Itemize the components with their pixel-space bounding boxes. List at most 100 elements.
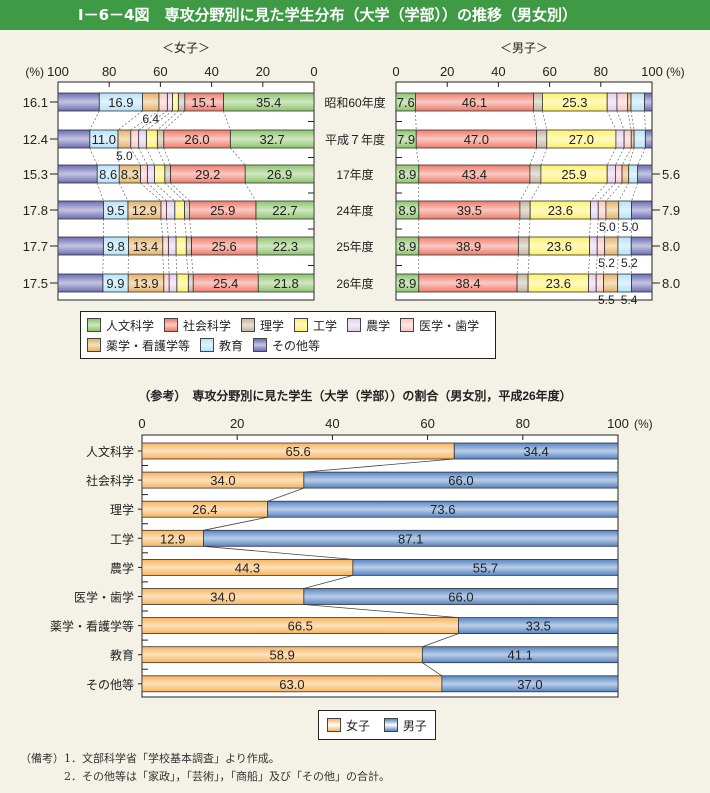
male-value-label: 66.0 xyxy=(448,590,473,605)
connector-line xyxy=(118,182,129,202)
legend-label: 農学 xyxy=(366,318,391,333)
connector-line xyxy=(605,182,623,202)
connector-line xyxy=(595,254,598,275)
female-value-label: 58.9 xyxy=(270,648,295,663)
segment-value-label-below: 6.4 xyxy=(142,112,159,126)
legend-label: 女子 xyxy=(346,718,371,733)
tick-label: 40 xyxy=(491,64,505,79)
segment-value-label-below: 5.0 xyxy=(116,149,133,163)
segment-value-label: 13.9 xyxy=(133,276,158,291)
connector-line xyxy=(631,182,638,202)
other-value-label: 5.6 xyxy=(662,167,680,182)
unit-label: (%) xyxy=(666,65,685,79)
female-segment-工学 xyxy=(154,164,166,184)
female-segment-その他等 xyxy=(57,164,98,184)
year-label: 24年度 xyxy=(336,203,373,218)
segment-value-label: 46.1 xyxy=(462,95,487,110)
note-item: 1．文部科学省「学校基本調査」より作成。 xyxy=(64,752,280,765)
category-label: 社会科学 xyxy=(86,473,134,488)
male-segment-その他等 xyxy=(644,92,653,112)
connector-line xyxy=(89,147,98,166)
connector-line xyxy=(146,147,155,166)
segment-value-label: 9.9 xyxy=(106,276,124,291)
female-segment-理学 xyxy=(177,92,186,112)
segment-value-label: 22.3 xyxy=(273,239,298,254)
year-label: 平成７年度 xyxy=(325,132,385,147)
segment-value-label: 23.6 xyxy=(547,239,572,254)
connector-line xyxy=(184,218,187,238)
connector-line xyxy=(644,110,646,131)
segment-value-label: 7.6 xyxy=(397,95,415,110)
legend-label: 工学 xyxy=(313,318,338,333)
connector-line xyxy=(628,147,635,166)
male-segment-薬学・看護学等 xyxy=(605,200,620,220)
male-segment-その他等 xyxy=(630,236,653,256)
connector-line xyxy=(174,218,177,238)
male-bar xyxy=(421,646,619,664)
male-segment-農学 xyxy=(615,129,625,149)
tick-label: 80 xyxy=(594,64,608,79)
female-segment-農学 xyxy=(138,129,147,149)
connector-line xyxy=(160,218,164,238)
female-value-label: 66.5 xyxy=(288,619,313,634)
female-segment-医学・歯学 xyxy=(162,236,169,256)
segment-value-label: 26.0 xyxy=(184,132,209,147)
legend-swatch xyxy=(241,318,256,332)
segment-value-label-below: 5.0 xyxy=(599,220,616,234)
connector-line xyxy=(256,254,259,275)
tick-label: 0 xyxy=(310,64,317,79)
connector-line xyxy=(102,254,104,275)
connector-line xyxy=(154,182,175,202)
legend-label: 社会科学 xyxy=(183,318,232,333)
other-value-label: 7.9 xyxy=(662,203,680,218)
segment-value-label: 23.6 xyxy=(548,203,573,218)
male-segment-医学・歯学 xyxy=(595,273,605,293)
female-segment-農学 xyxy=(166,92,173,112)
legend-swatch xyxy=(164,318,179,332)
connector-line xyxy=(637,147,646,166)
male-chart-title: ＜男子＞ xyxy=(500,41,548,55)
legend-swatch xyxy=(200,338,215,352)
connector-line xyxy=(422,662,443,677)
other-value-label: 12.4 xyxy=(23,132,48,147)
category-label: その他等 xyxy=(86,678,134,692)
tick-label: 0 xyxy=(392,64,399,79)
male-value-label: 41.1 xyxy=(508,648,533,663)
male-bar xyxy=(303,471,619,489)
male-segment-理学 xyxy=(517,236,530,256)
male-segment-その他等 xyxy=(644,129,653,149)
female-segment-農学 xyxy=(166,200,176,220)
connector-line xyxy=(147,182,167,202)
notes-label: （備考） xyxy=(20,752,64,765)
segment-value-label: 11.0 xyxy=(92,132,116,147)
male-segment-農学 xyxy=(606,92,618,112)
unit-label: (%) xyxy=(25,65,44,79)
tick-label: 100 xyxy=(47,64,69,79)
legend-item-female: 女子 xyxy=(327,715,370,735)
segment-value-label: 8.9 xyxy=(398,276,416,291)
connector-line xyxy=(533,110,537,131)
male-segment-理学 xyxy=(519,200,531,220)
female-value-label: 34.0 xyxy=(210,473,235,488)
connector-line xyxy=(422,633,459,648)
connector-line xyxy=(157,147,166,166)
category-label: 工学 xyxy=(110,531,134,546)
connector-line xyxy=(117,147,120,166)
connector-line xyxy=(519,182,531,202)
male-segment-薬学・看護学等 xyxy=(630,129,635,149)
legend-item: 社会科学 xyxy=(164,315,231,335)
segment-value-label-below: 5.4 xyxy=(621,293,638,307)
connector-line xyxy=(415,110,417,131)
segment-value-label: 7.9 xyxy=(397,132,415,147)
connector-line xyxy=(627,110,632,131)
tick-label: 60 xyxy=(542,64,556,79)
connector-line xyxy=(542,110,548,131)
other-value-label: 8.0 xyxy=(662,276,680,291)
male-bar xyxy=(441,675,619,693)
segment-value-label: 38.4 xyxy=(455,276,480,291)
female-segment-薬学・看護学等 xyxy=(117,129,132,149)
male-segment-理学 xyxy=(536,129,548,149)
female-segment-その他等 xyxy=(57,129,91,149)
tick-label: 20 xyxy=(230,416,244,431)
